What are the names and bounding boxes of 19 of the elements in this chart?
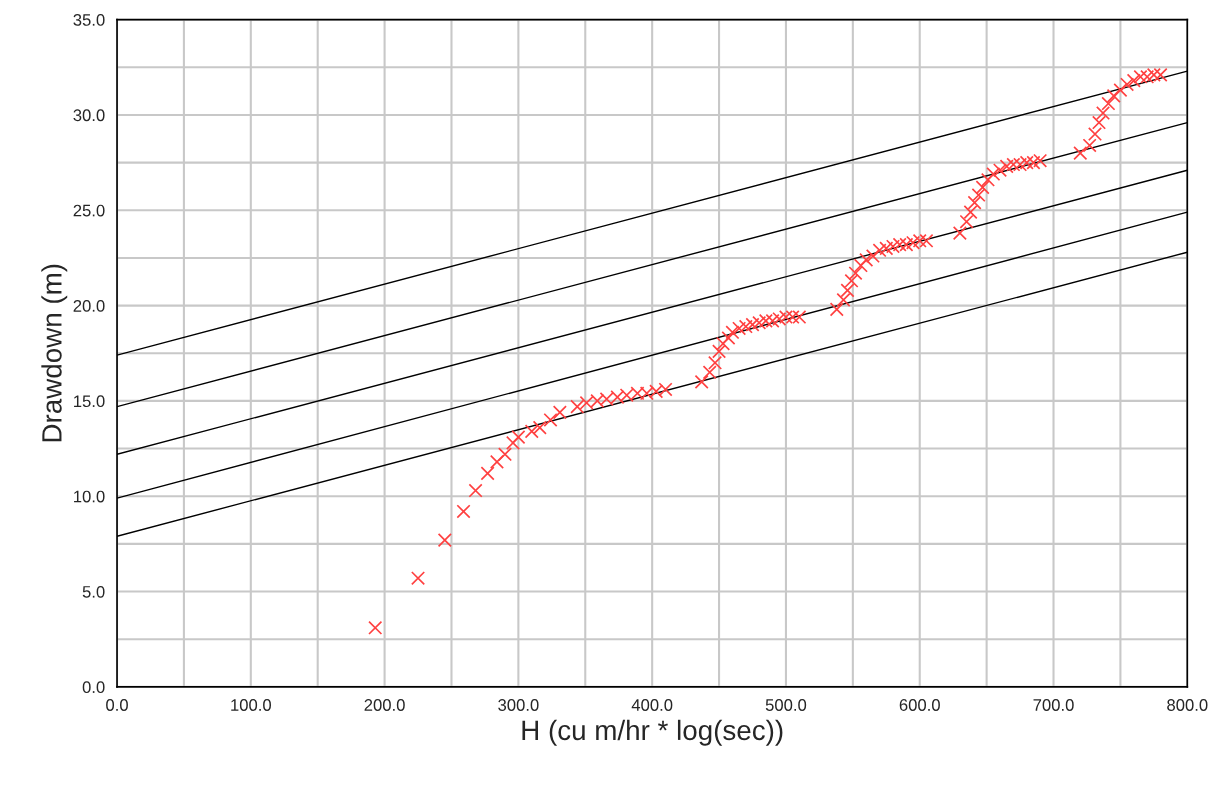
y-tick-label: 35.0 [73,14,105,26]
y-tick-label: 10.0 [74,490,105,503]
y-tick-label: 15.0 [74,395,105,408]
x-tick-label: 800.0 [1167,699,1208,711]
x-tick-label: 400.0 [631,699,673,711]
y-tick-label: 25.0 [73,204,105,217]
y-tick-label: 0.0 [82,681,105,694]
y-axis-title: Drawdown (m) [41,264,68,442]
x-tick-label: 0.0 [106,699,128,711]
x-tick-label: 100.0 [231,699,272,711]
x-tick-label: 700.0 [1033,699,1074,711]
y-tick-label: 20.0 [73,299,105,312]
x-axis-title: H (cu m/hr * log(sec)) [522,719,783,746]
y-tick-label: 30.0 [73,109,105,122]
x-tick-label: 200.0 [364,699,405,711]
x-tick-label: 600.0 [899,699,940,711]
x-tick-label: 300.0 [498,699,539,711]
y-tick-label: 5.0 [82,585,105,598]
x-tick-label: 500.0 [765,699,807,711]
